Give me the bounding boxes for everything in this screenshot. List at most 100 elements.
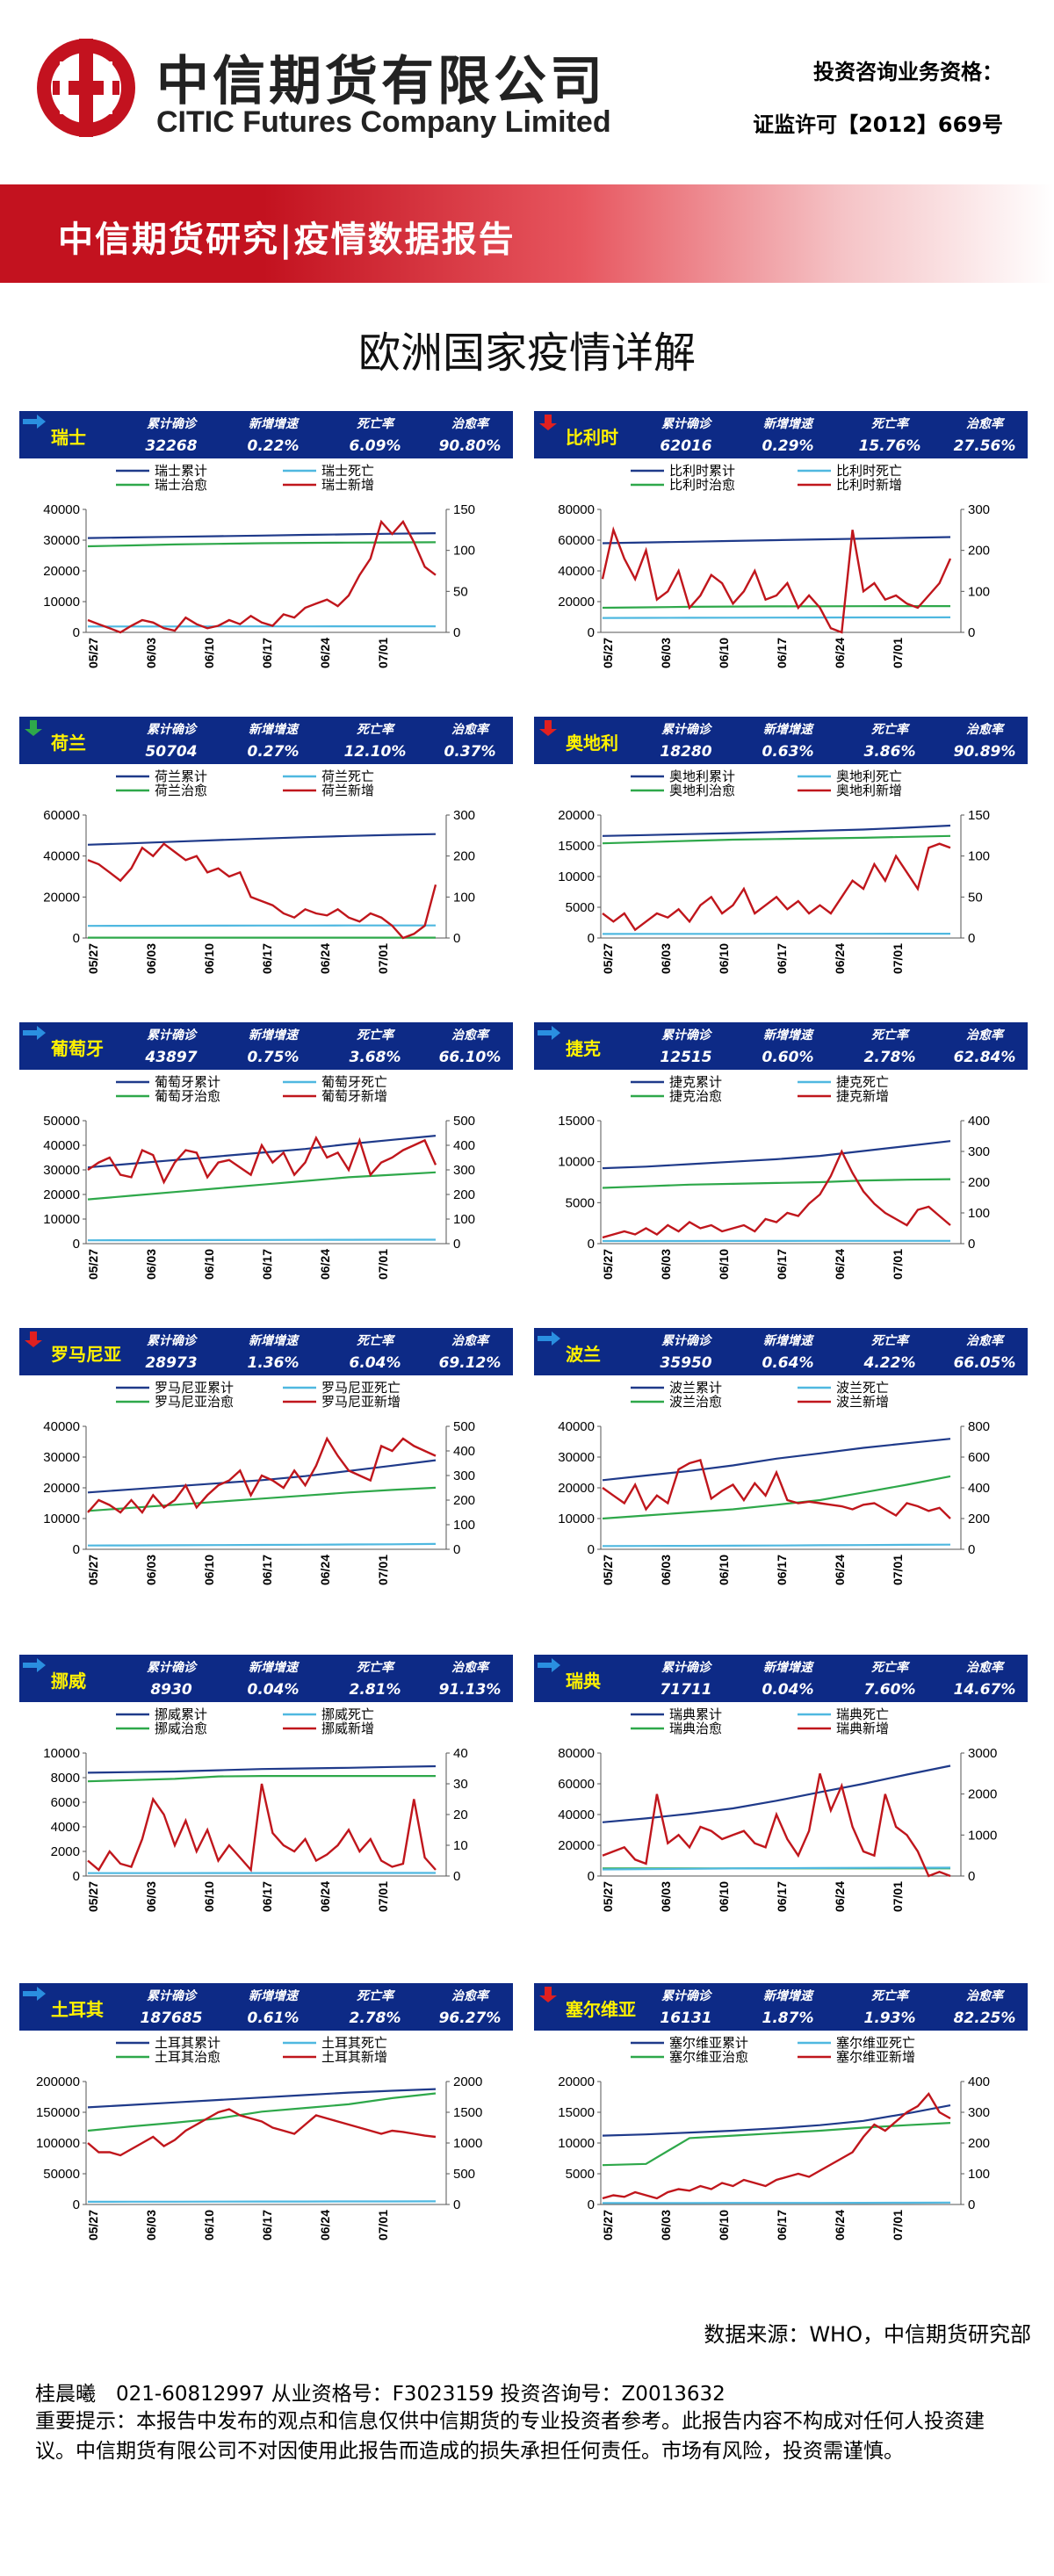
stat-header: 死亡率 [357, 1989, 393, 2003]
left-tick-label: 5000 [566, 2167, 595, 2182]
left-tick-label: 8000 [51, 1771, 80, 1786]
x-tick-label: 05/27 [601, 638, 615, 668]
left-tick-label: 0 [73, 1869, 80, 1884]
country-name: 瑞士 [51, 427, 86, 448]
left-tick-label: 20000 [558, 1838, 595, 1853]
trend-arrow-icon [539, 1987, 557, 2002]
stat-column: 治愈率 90.89% [936, 720, 1033, 761]
x-tick-label: 06/24 [318, 943, 332, 974]
report-banner: 中信期货研究|疫情数据报告 [0, 184, 1054, 283]
series-line [87, 1436, 437, 1514]
x-tick-label: 06/24 [833, 1555, 847, 1585]
x-tick-label: 06/03 [659, 1881, 673, 1912]
stat-value: 0.37% [444, 743, 496, 761]
right-tick-label: 0 [453, 1237, 460, 1252]
legend-label: 瑞典治愈 [669, 1721, 722, 1736]
legend-label: 奥地利新增 [836, 783, 902, 798]
legend-label: 罗马尼亚死亡 [321, 1380, 401, 1396]
left-tick-label: 20000 [43, 890, 80, 905]
legend-label: 挪威死亡 [321, 1707, 374, 1722]
x-tick-label: 06/24 [318, 1249, 332, 1280]
country-panel: 荷兰 累计确诊 50704 新增增速 0.27% 死亡率 12.10% 治愈率 0.37% 600… [19, 717, 513, 1015]
stat-value: 62.84% [953, 1049, 1016, 1066]
right-tick-label: 30 [453, 1777, 468, 1792]
stat-bar: 捷克 累计确诊 12515 新增增速 0.60% 死亡率 2.78% 治愈率 62.84% [534, 1022, 1028, 1070]
right-tick-label: 100 [453, 544, 475, 559]
legend-label: 波兰治愈 [669, 1394, 722, 1410]
right-tick-label: 400 [453, 1138, 475, 1153]
series-line [602, 2104, 951, 2137]
right-tick-label: 300 [453, 1163, 475, 1178]
stat-header: 新增增速 [763, 1661, 812, 1675]
right-tick-label: 150 [968, 808, 990, 823]
left-tick-label: 40000 [43, 1419, 80, 1434]
legend-label: 塞尔维亚死亡 [836, 2035, 915, 2051]
x-tick-label: 06/24 [833, 1881, 847, 1912]
x-tick-label: 06/17 [775, 2210, 789, 2240]
stat-header: 治愈率 [966, 1028, 1003, 1043]
x-tick-label: 06/10 [202, 1555, 216, 1585]
stat-value: 6.04% [349, 1354, 401, 1372]
country-panel: 捷克 累计确诊 12515 新增增速 0.60% 死亡率 2.78% 治愈率 62.84% 150… [534, 1022, 1028, 1321]
left-tick-label: 20000 [43, 1481, 80, 1496]
left-tick-label: 0 [73, 1237, 80, 1252]
country-chart: 20000 15000 10000 5000 0 150 100 50 0 05/27 06/03 0… [558, 768, 990, 974]
legend-label: 土耳其累计 [155, 2035, 220, 2051]
stat-header: 治愈率 [451, 1989, 488, 2003]
series-line [87, 1459, 437, 1494]
x-tick-label: 05/27 [601, 1249, 615, 1280]
stat-header: 新增增速 [249, 1028, 298, 1043]
x-tick-label: 06/17 [260, 1555, 274, 1585]
x-tick-label: 06/10 [202, 2210, 216, 2240]
series-line [602, 1475, 951, 1520]
country-panel: 塞尔维亚 累计确诊 16131 新增增速 1.87% 死亡率 1.93% 治愈率 82.25% 2… [534, 1983, 1028, 2282]
stat-column: 新增增速 1.87% [740, 1987, 836, 2027]
stat-header: 新增增速 [763, 1989, 812, 2003]
x-tick-label: 06/10 [717, 1881, 731, 1912]
left-tick-label: 40000 [558, 1419, 595, 1434]
legend-label: 塞尔维亚新增 [836, 2049, 915, 2065]
trend-arrow-icon [23, 1987, 46, 2001]
left-tick-label: 0 [588, 1237, 595, 1252]
x-tick-label: 07/01 [376, 1881, 390, 1912]
stat-column: 累计确诊 18280 [638, 720, 734, 761]
series-line [87, 2108, 437, 2157]
x-tick-label: 06/17 [775, 943, 789, 974]
x-tick-label: 06/17 [260, 638, 274, 668]
x-tick-label: 06/10 [202, 1249, 216, 1280]
right-tick-label: 0 [453, 1869, 460, 1884]
trend-arrow-icon [25, 720, 42, 736]
x-tick-label: 06/03 [144, 638, 158, 668]
stat-value: 62016 [660, 437, 712, 455]
stat-column: 死亡率 6.09% [327, 415, 423, 455]
right-tick-label: 400 [453, 1444, 475, 1459]
stat-value: 187685 [140, 2010, 203, 2027]
stat-value: 50704 [145, 743, 198, 761]
right-tick-label: 20 [453, 1808, 468, 1822]
right-tick-label: 10 [453, 1838, 468, 1853]
stat-value: 71711 [660, 1681, 712, 1699]
stat-column: 死亡率 1.93% [841, 1987, 938, 2027]
right-tick-label: 1000 [453, 2136, 482, 2151]
country-name: 葡萄牙 [51, 1038, 104, 1059]
right-tick-label: 0 [968, 1542, 975, 1557]
x-tick-label: 05/27 [601, 2210, 615, 2240]
left-tick-label: 60000 [558, 533, 595, 548]
right-tick-label: 40 [453, 1746, 468, 1761]
series-line [87, 2088, 437, 2109]
stat-column: 新增增速 0.64% [740, 1331, 836, 1372]
legend-label: 瑞典新增 [836, 1721, 889, 1736]
legend-label: 瑞士死亡 [321, 463, 374, 479]
left-tick-label: 0 [73, 2197, 80, 2212]
right-tick-label: 0 [968, 1237, 975, 1252]
x-tick-label: 07/01 [376, 943, 390, 974]
stat-header: 新增增速 [249, 417, 298, 431]
disclaimer: 重要提示：本报告中发布的观点和信息仅供中信期货的专业投资者参考。此报告内容不构成… [35, 2410, 985, 2463]
stat-column: 死亡率 2.78% [841, 1026, 938, 1066]
stat-value: 90.89% [953, 743, 1016, 761]
x-tick-label: 06/10 [717, 943, 731, 974]
left-tick-label: 60000 [558, 1777, 595, 1792]
right-tick-label: 300 [968, 1144, 990, 1159]
country-panel: 瑞士 累计确诊 32268 新增增速 0.22% 死亡率 6.09% 治愈率 90.80% 400… [19, 411, 513, 710]
right-tick-label: 800 [968, 1419, 990, 1434]
